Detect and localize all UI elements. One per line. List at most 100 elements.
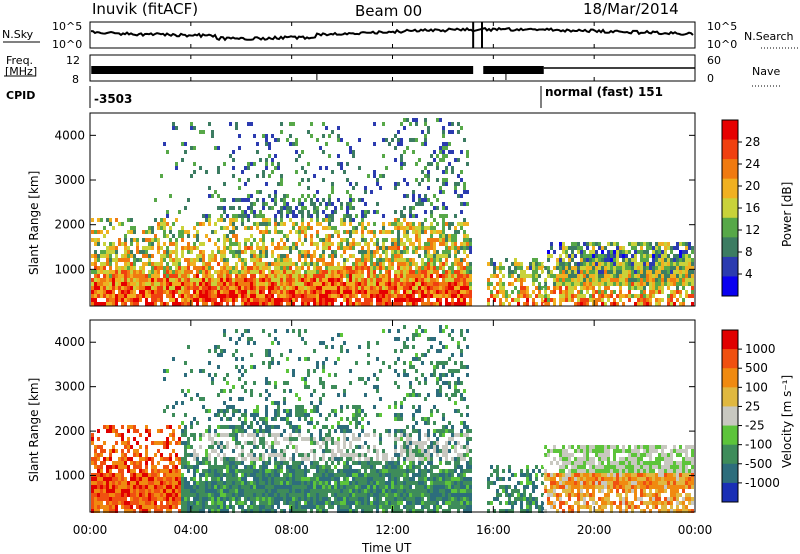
power-cell [226, 294, 229, 298]
power-cell [493, 270, 496, 274]
power-cell [646, 298, 649, 302]
power-cell [415, 230, 418, 234]
power-cell [331, 214, 334, 218]
power-cell [430, 214, 433, 218]
velocity-cell [343, 341, 346, 345]
station-title: Inuvik (fitACF) [92, 0, 198, 18]
velocity-cell [220, 497, 223, 501]
power-cell [460, 290, 463, 294]
power-cell [547, 258, 550, 262]
power-cell [571, 298, 574, 302]
power-cell [190, 286, 193, 290]
power-cell [622, 258, 625, 262]
power-cell [256, 278, 259, 282]
velocity-cell [184, 453, 187, 457]
velocity-cell [205, 473, 208, 477]
velocity-cell [277, 473, 280, 477]
power-cell [466, 266, 469, 270]
velocity-cell [193, 501, 196, 505]
velocity-cell [319, 381, 322, 385]
velocity-cell [250, 433, 253, 437]
power-cell [625, 258, 628, 262]
power-cell [322, 278, 325, 282]
power-cell [211, 278, 214, 282]
power-cell [259, 246, 262, 250]
velocity-cell [235, 349, 238, 353]
power-cell [412, 270, 415, 274]
power-cell [370, 278, 373, 282]
velocity-cell [91, 461, 94, 465]
velocity-cell [202, 469, 205, 473]
velocity-cell [145, 465, 148, 469]
velocity-cell [235, 477, 238, 481]
power-cell [205, 282, 208, 286]
power-cell [388, 270, 391, 274]
power-cell [307, 130, 310, 134]
velocity-cell [223, 433, 226, 437]
velocity-cell [226, 409, 229, 413]
power-cell [589, 242, 592, 246]
velocity-cell [292, 509, 295, 513]
velocity-cell [139, 453, 142, 457]
velocity-cell [268, 429, 271, 433]
power-cell [307, 274, 310, 278]
power-cell [262, 198, 265, 202]
velocity-cell [217, 413, 220, 417]
velocity-cell [115, 441, 118, 445]
velocity-cell [172, 405, 175, 409]
power-cell [553, 250, 556, 254]
power-cell [169, 254, 172, 258]
power-cell [124, 274, 127, 278]
velocity-cell [199, 445, 202, 449]
power-cell [421, 226, 424, 230]
power-cell [376, 266, 379, 270]
velocity-cell [133, 461, 136, 465]
velocity-cell [295, 449, 298, 453]
power-cell [187, 242, 190, 246]
power-cell [289, 294, 292, 298]
power-cell [235, 270, 238, 274]
power-cell [277, 162, 280, 166]
power-cell [403, 294, 406, 298]
velocity-cell [220, 469, 223, 473]
power-cell [211, 250, 214, 254]
power-cell [376, 298, 379, 302]
power-cell [193, 146, 196, 150]
power-cell [259, 282, 262, 286]
power-cell [256, 242, 259, 246]
velocity-cell [310, 501, 313, 505]
power-cell [253, 262, 256, 266]
power-cell [217, 218, 220, 222]
power-cell [193, 162, 196, 166]
velocity-cell [328, 473, 331, 477]
power-cell [325, 290, 328, 294]
velocity-cell [316, 481, 319, 485]
power-cell [256, 226, 259, 230]
power-cell [358, 166, 361, 170]
velocity-cell [349, 453, 352, 457]
velocity-cell [91, 457, 94, 461]
power-cell [607, 258, 610, 262]
power-cell [391, 278, 394, 282]
velocity-cell [307, 469, 310, 473]
power-cell [592, 298, 595, 302]
power-cell [223, 210, 226, 214]
velocity-cell [322, 341, 325, 345]
velocity-cell [271, 417, 274, 421]
power-cell [412, 214, 415, 218]
power-cell [283, 286, 286, 290]
power-cell [268, 278, 271, 282]
power-cell [565, 254, 568, 258]
power-cell [247, 294, 250, 298]
power-cell [340, 162, 343, 166]
power-cell [421, 258, 424, 262]
power-cell [223, 258, 226, 262]
velocity-cell [157, 493, 160, 497]
power-cell [424, 118, 427, 122]
velocity-cell [202, 493, 205, 497]
power-cell [106, 294, 109, 298]
power-cell [244, 246, 247, 250]
noise-right-tick-bottom: 10^0 [707, 38, 737, 51]
power-cell [226, 270, 229, 274]
power-cell [265, 138, 268, 142]
